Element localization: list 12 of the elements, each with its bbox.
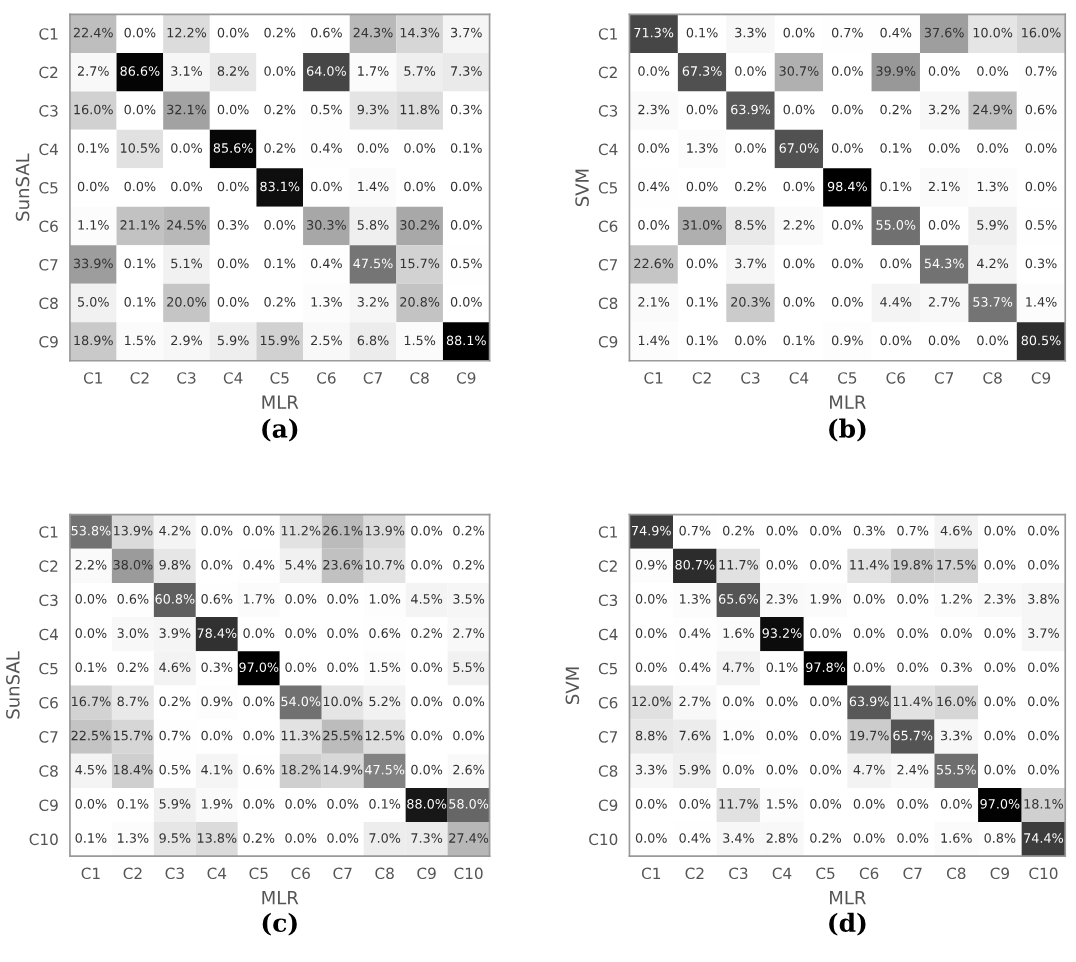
x-axis-title: MLR xyxy=(262,890,299,905)
text: (d) xyxy=(829,912,866,936)
x-axis-title: MLR xyxy=(830,395,866,409)
text: (b) xyxy=(829,418,866,442)
y-axis-title: SVM xyxy=(565,667,580,704)
y-axis-title: SVM xyxy=(575,169,589,207)
y-axis-title: SunSAL xyxy=(15,153,30,221)
text: (c) xyxy=(262,912,297,936)
y-axis-title: SunSAL xyxy=(6,651,20,719)
x-axis-title: MLR xyxy=(830,890,866,905)
text: (a) xyxy=(262,418,298,442)
x-axis-title: MLR xyxy=(262,395,299,409)
